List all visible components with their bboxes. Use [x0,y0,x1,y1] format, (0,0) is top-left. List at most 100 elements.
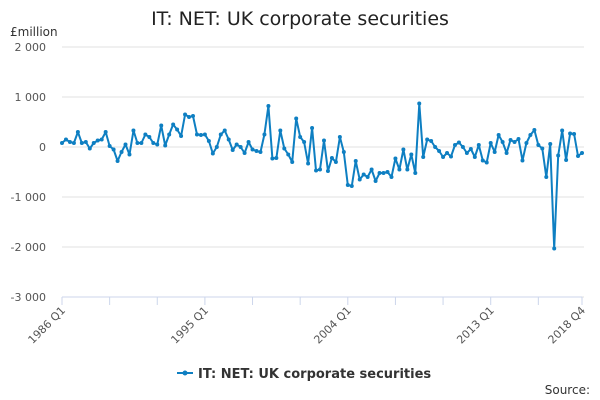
data-point [345,183,350,187]
data-point [282,146,287,151]
y-tick-label: 1 000 [15,91,47,104]
data-point [151,141,156,145]
data-point [214,145,219,149]
data-point [60,141,64,145]
data-point [381,171,386,175]
data-point [488,141,493,145]
data-point [361,172,366,177]
x-tick-label: 2004 Q1 [311,304,354,347]
data-point [456,140,461,145]
data-point [425,137,430,142]
data-point [163,143,168,148]
legend-label: IT: NET: UK corporate securities [198,367,431,382]
data-point [341,150,346,154]
data-point [139,141,144,145]
data-point [222,128,227,133]
data-point [401,147,406,152]
data-point [405,167,410,172]
data-point [449,154,454,159]
y-axis-unit-label: £million [10,25,58,39]
data-point [576,154,581,158]
data-point [310,126,315,130]
data-point [274,156,279,160]
data-point [409,152,414,157]
data-point [353,159,358,163]
data-point [190,114,195,118]
x-tick-label: 2013 Q1 [454,304,497,347]
data-point [230,148,235,152]
data-point [540,146,545,151]
data-point [206,139,211,143]
data-point [127,152,132,157]
data-point [234,142,239,147]
data-point [460,145,465,149]
data-point [67,140,72,144]
data-point [302,140,307,144]
data-point [568,131,573,136]
data-point [532,128,537,132]
data-point [429,139,434,143]
data-point [325,169,330,173]
data-point [306,161,311,166]
data-point [242,151,247,155]
data-point [484,160,489,165]
y-tick-label: -1 000 [11,191,46,204]
data-point [516,137,521,141]
data-point [298,135,303,139]
data-point [496,133,501,137]
data-point [159,123,164,128]
data-point [333,160,338,164]
data-point [266,104,271,108]
data-point [135,141,140,145]
legend-marker-icon [182,370,188,376]
data-point [131,128,136,133]
data-point [560,128,565,133]
data-point [123,142,128,147]
data-point [155,142,160,147]
data-point [393,156,398,161]
data-point [377,171,382,175]
data-point [413,171,418,175]
data-point [365,175,370,179]
data-point [79,141,84,145]
data-point [115,159,120,163]
data-point [552,246,557,251]
data-point [349,184,354,188]
data-point [147,135,152,139]
data-point [254,149,259,153]
data-point [286,152,291,157]
x-tick-label: 2018 Q4 [546,304,589,347]
data-point [472,155,477,159]
data-point [83,140,88,144]
data-point [246,140,251,144]
data-point [187,115,192,119]
data-point [452,143,457,147]
data-point [107,144,112,148]
data-point [369,167,374,172]
data-point [262,132,267,137]
data-point [397,167,402,172]
series-line [61,102,583,250]
data-point [167,132,172,137]
data-point [318,167,323,172]
y-tick-label: -2 000 [11,241,46,254]
data-point [119,150,124,154]
data-point [63,137,68,142]
data-point [258,150,263,154]
y-tick-label: 2 000 [15,41,47,54]
data-point [294,116,299,121]
data-point [179,134,184,138]
data-point [290,160,295,164]
data-point [95,138,100,143]
data-point [373,179,378,183]
data-point [417,101,422,106]
data-point [202,132,207,137]
data-point [504,151,509,155]
data-point [528,133,533,137]
data-point [143,132,148,137]
data-point [270,156,275,161]
data-point [75,130,80,134]
data-point [171,122,176,127]
data-point [226,137,231,142]
